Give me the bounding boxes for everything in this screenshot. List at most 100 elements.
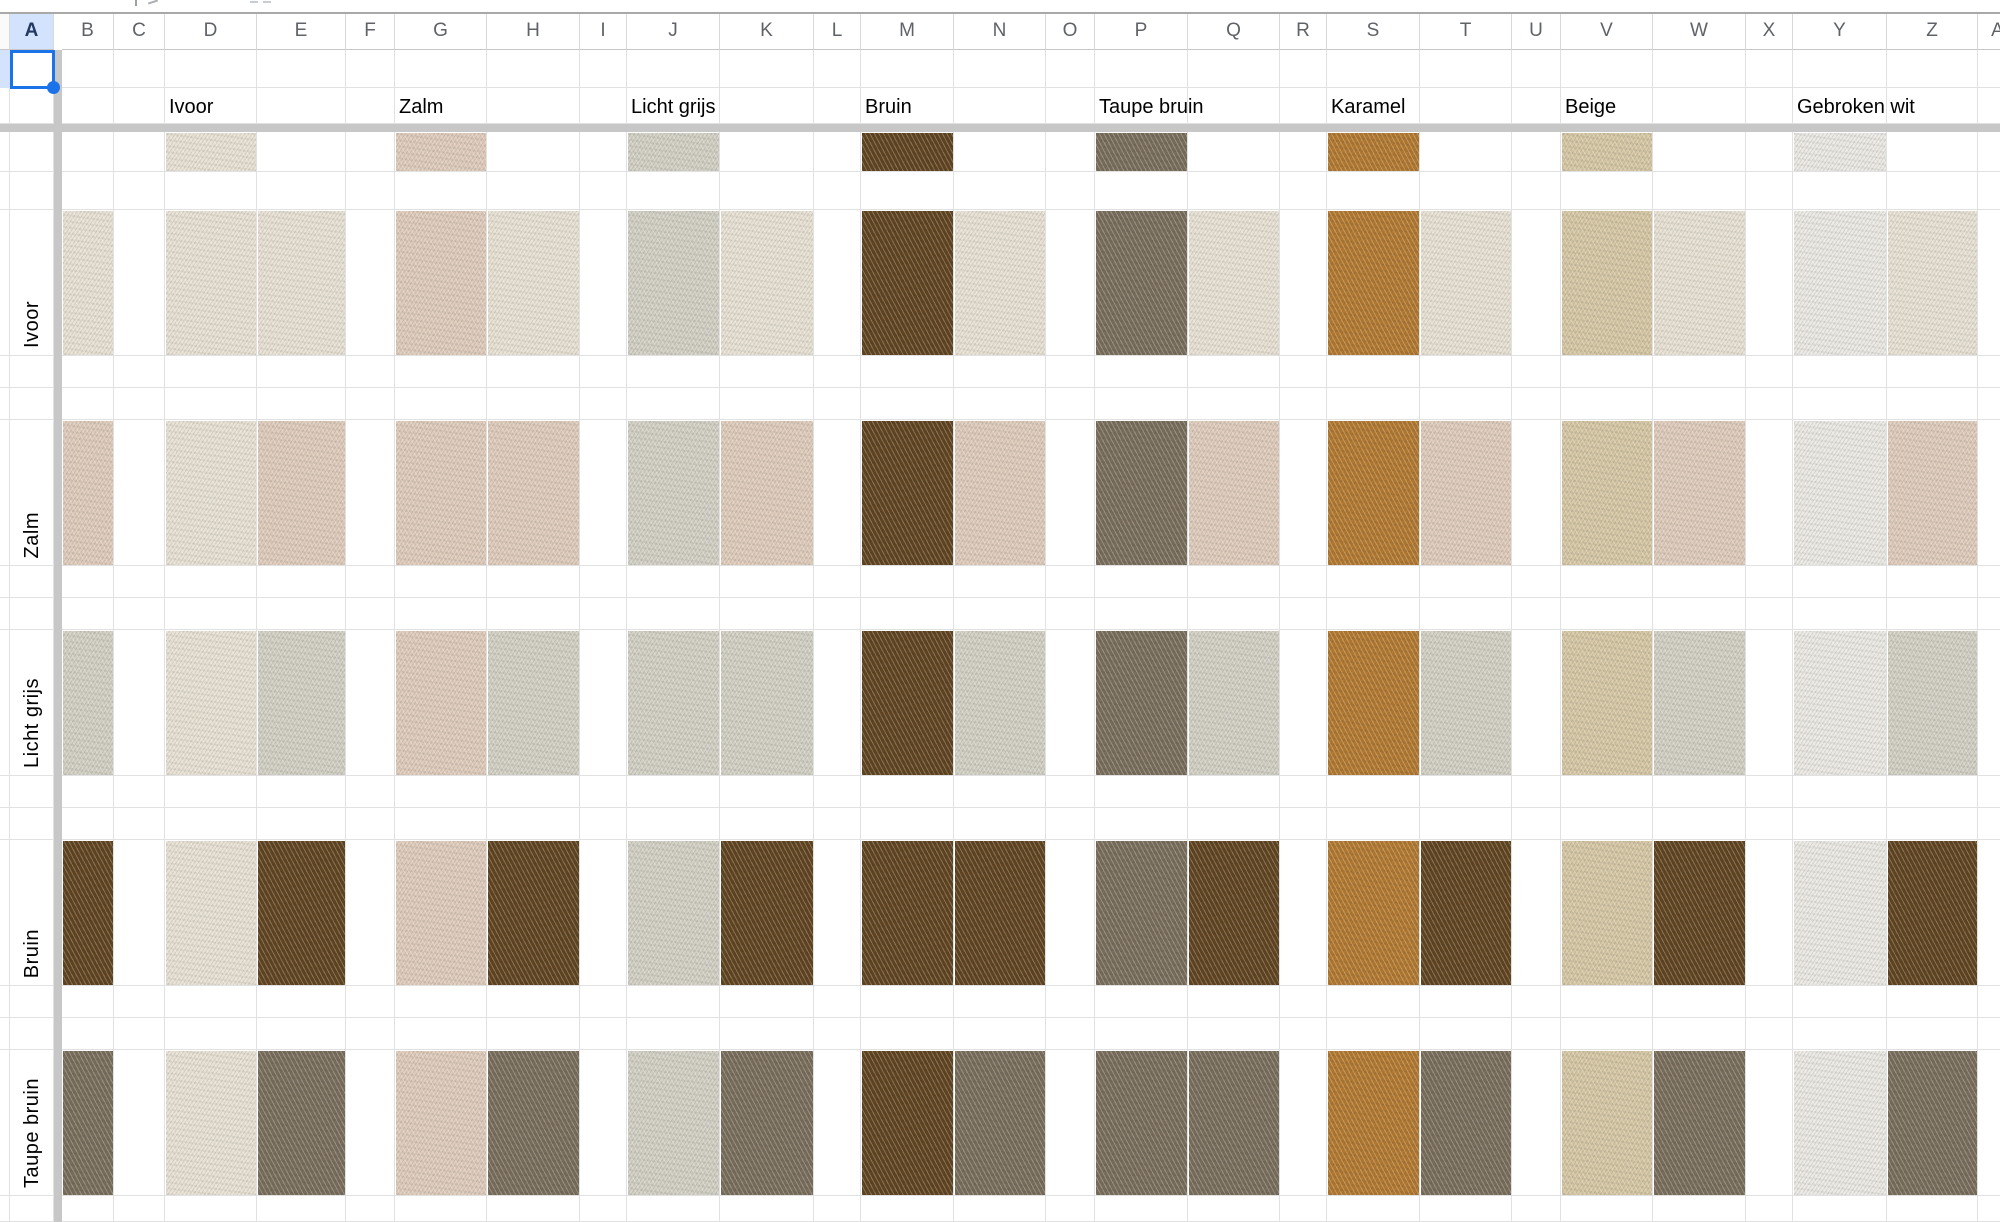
cell-K[interactable] [720, 566, 814, 598]
cell-X[interactable] [1746, 132, 1793, 172]
cell-I[interactable] [580, 566, 627, 598]
cell-Z[interactable] [1887, 356, 1978, 388]
cell-P[interactable] [1095, 388, 1188, 420]
cell-Z[interactable] [1887, 776, 1978, 808]
cell-R[interactable] [1280, 986, 1327, 1018]
cell-F[interactable] [346, 1018, 395, 1050]
cell-Y[interactable] [1793, 1018, 1887, 1050]
cell-P[interactable] [1095, 172, 1188, 210]
cell-L[interactable] [814, 1196, 861, 1222]
row-label-cell-ivoor[interactable]: Ivoor [10, 210, 54, 356]
swatch-taupebruin-vs-gebrokenwit[interactable] [1888, 1051, 1977, 1195]
cell-A[interactable] [10, 840, 54, 986]
cell-I[interactable] [580, 356, 627, 388]
cell-H[interactable] [487, 566, 580, 598]
cell-K[interactable] [720, 172, 814, 210]
column-header-S[interactable]: S [1327, 12, 1420, 50]
cell-S[interactable] [1327, 598, 1420, 630]
cell-W[interactable] [1653, 776, 1746, 808]
cell-R[interactable] [1280, 598, 1327, 630]
group-label-cell-beige[interactable]: Beige [1561, 88, 1746, 124]
cell-H[interactable] [487, 776, 580, 808]
cell-N[interactable] [954, 808, 1046, 840]
cell-F[interactable] [346, 1196, 395, 1222]
cell-T[interactable] [1420, 776, 1512, 808]
cell-I[interactable] [580, 210, 627, 356]
swatch-zalm-vs-lichtgrijs[interactable] [396, 631, 486, 775]
cell-O[interactable] [1046, 132, 1095, 172]
cell-E[interactable] [257, 356, 346, 388]
cell-C[interactable] [114, 388, 165, 420]
cell-K[interactable] [720, 808, 814, 840]
swatch-zalm-vs-zalm[interactable] [488, 421, 579, 565]
cell-X[interactable] [1746, 986, 1793, 1018]
swatch-preview-ivoor[interactable] [166, 133, 256, 171]
column-header-J[interactable]: J [627, 12, 720, 50]
swatch-beige-vs-zalm[interactable] [1562, 421, 1652, 565]
cell-Q[interactable] [1188, 1196, 1280, 1222]
cell-T[interactable] [1420, 356, 1512, 388]
frozen-column-divider[interactable] [54, 50, 62, 1222]
swatch-lichtgrijs-vs-taupebruin[interactable] [628, 1051, 719, 1195]
swatch-gebrokenwit-vs-lichtgrijs[interactable] [1794, 631, 1886, 775]
cell-A[interactable] [10, 630, 54, 776]
cell-U[interactable] [1512, 1050, 1561, 1196]
cell-Y[interactable] [1793, 1196, 1887, 1222]
swatch-lichtgrijs-vs-gebrokenwit[interactable] [1888, 631, 1977, 775]
swatch-karamel-vs-taupebruin[interactable] [1328, 1051, 1419, 1195]
column-header-I[interactable]: I [580, 12, 627, 50]
cell-V[interactable] [1561, 808, 1653, 840]
cell-Q[interactable] [1188, 566, 1280, 598]
cell-O[interactable] [1046, 88, 1095, 124]
swatch-taupebruin-vs-taupebruin[interactable] [1189, 1051, 1279, 1195]
cell-C[interactable] [114, 1018, 165, 1050]
cell-E[interactable] [257, 776, 346, 808]
cell-X[interactable] [1746, 172, 1793, 210]
cell-N[interactable] [954, 356, 1046, 388]
cell-P[interactable] [1095, 566, 1188, 598]
cell-J[interactable] [627, 50, 720, 88]
cell-E[interactable] [257, 1196, 346, 1222]
swatch-lichtgrijs-vs-ivoor[interactable] [258, 631, 345, 775]
cell-I[interactable] [580, 420, 627, 566]
cell-A[interactable] [10, 986, 54, 1018]
cell-P[interactable] [1095, 986, 1188, 1018]
cell-X[interactable] [1746, 50, 1793, 88]
cell-AA[interactable] [1978, 132, 2000, 172]
cell-E[interactable] [257, 88, 346, 124]
cell-C[interactable] [114, 986, 165, 1018]
cell-W[interactable] [1653, 986, 1746, 1018]
swatch-preview-bruin[interactable] [862, 133, 953, 171]
cell-A[interactable] [10, 808, 54, 840]
cell-W[interactable] [1653, 1018, 1746, 1050]
cell-AA[interactable] [1978, 172, 2000, 210]
cell-A[interactable] [10, 356, 54, 388]
swatch-bruin-vs-karamel[interactable] [1421, 841, 1511, 985]
cell-V[interactable] [1561, 88, 1653, 124]
column-header-P[interactable]: P [1095, 12, 1188, 50]
cell-O[interactable] [1046, 986, 1095, 1018]
cell-E[interactable] [257, 598, 346, 630]
cell-H[interactable] [487, 132, 580, 172]
swatch-taupebruin-vs-bruin[interactable] [955, 1051, 1045, 1195]
cell-R[interactable] [1280, 1196, 1327, 1222]
cell-V[interactable] [1561, 566, 1653, 598]
swatch-bruin-vs-bruin[interactable] [862, 841, 953, 985]
swatch-gebrokenwit-vs-zalm[interactable] [1794, 421, 1886, 565]
cell-J[interactable] [627, 598, 720, 630]
cell-Y[interactable] [1793, 776, 1887, 808]
swatch-zalm-vs-ivoor[interactable] [396, 211, 486, 355]
cell-E[interactable] [257, 172, 346, 210]
cell-K[interactable] [720, 356, 814, 388]
cell-Y[interactable] [1793, 598, 1887, 630]
cell-U[interactable] [1512, 50, 1561, 88]
cell-Q[interactable] [1188, 1018, 1280, 1050]
cell-U[interactable] [1512, 840, 1561, 986]
swatch-ivoor-vs-karamel[interactable] [1421, 211, 1511, 355]
cell-E[interactable] [257, 566, 346, 598]
cell-C[interactable] [114, 356, 165, 388]
cell-I[interactable] [580, 598, 627, 630]
cell-Y[interactable] [1793, 50, 1887, 88]
swatch-bruin-vs-taupebruin[interactable] [862, 1051, 953, 1195]
cell-E[interactable] [257, 1018, 346, 1050]
